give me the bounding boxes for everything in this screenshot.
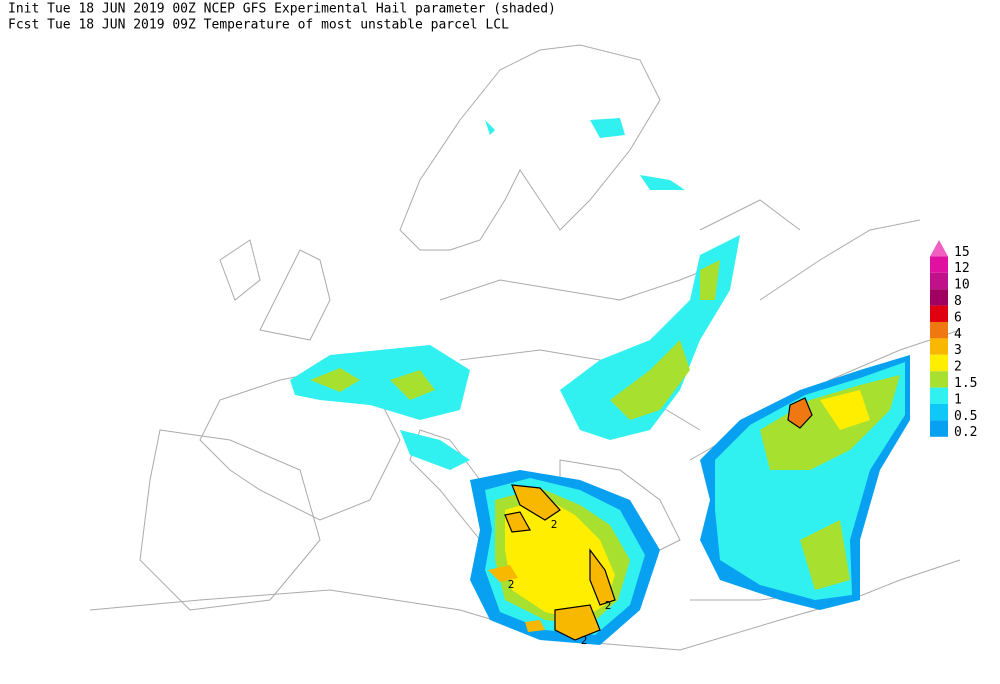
hail-shading: [290, 118, 910, 645]
contour-label: 2: [605, 599, 612, 612]
legend-swatch: [930, 305, 948, 322]
legend-label: 1: [954, 392, 962, 407]
legend-swatch: [930, 272, 948, 290]
legend-label: 6: [954, 310, 962, 325]
legend-swatch: [930, 371, 948, 388]
legend-label: 3: [954, 343, 962, 358]
legend-label: 4: [954, 327, 962, 342]
legend-swatch: [930, 322, 948, 339]
legend-swatch: [930, 256, 948, 273]
contour-label: 2: [551, 518, 558, 531]
contour-label: 2: [508, 578, 515, 591]
legend-label: 2: [954, 360, 962, 375]
legend-swatch: [930, 240, 948, 257]
legend-swatch: [930, 420, 948, 437]
contour-labels: 2 2 2 2: [508, 518, 612, 647]
legend-swatch: [930, 289, 948, 306]
legend-label: 1.5: [954, 376, 977, 391]
legend-label: 15: [954, 245, 970, 260]
legend-swatch: [930, 354, 948, 372]
legend-swatch: [930, 338, 948, 355]
legend-swatch: [930, 404, 948, 421]
legend-label: 0.5: [954, 409, 977, 424]
legend-swatch: [930, 387, 948, 404]
legend-label: 8: [954, 294, 962, 309]
legend-label: 10: [954, 278, 970, 293]
contour-label: 2: [581, 634, 588, 647]
header-line: Fcst Tue 18 JUN 2019 09Z Temperature of …: [8, 18, 509, 33]
legend-label: 0.2: [954, 425, 977, 440]
legend-label: 12: [954, 261, 970, 276]
header-line: Init Tue 18 JUN 2019 00Z NCEP GFS Experi…: [8, 2, 556, 17]
